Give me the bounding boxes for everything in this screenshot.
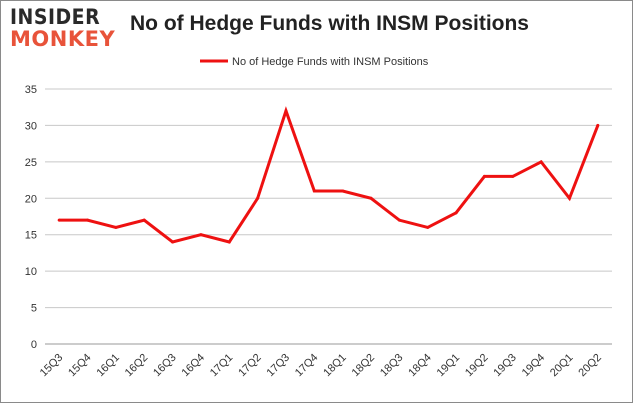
y-tick-label: 20 (25, 193, 37, 205)
x-tick-label: 17Q2 (236, 352, 264, 380)
data-point (454, 211, 458, 215)
data-point (312, 189, 316, 193)
x-tick-label: 19Q4 (520, 352, 548, 380)
series-layer (57, 106, 600, 244)
y-tick-label: 35 (25, 84, 37, 96)
data-point (426, 225, 430, 229)
data-point (567, 196, 571, 200)
gridlines (45, 88, 612, 345)
data-point (199, 233, 203, 237)
y-tick-label: 25 (25, 157, 37, 169)
y-tick-label: 30 (25, 120, 37, 132)
data-point (369, 196, 373, 200)
x-tick-label: 15Q3 (38, 352, 66, 380)
x-axis: 15Q3 15Q4 16Q1 16Q2 16Q3 16Q4 17Q1 17Q2 17Q3 17Q4… (38, 343, 612, 380)
x-tick-label: 16Q2 (123, 352, 151, 380)
y-tick-label: 15 (25, 230, 37, 242)
x-tick-label: 17Q1 (208, 352, 236, 380)
data-point (114, 225, 118, 229)
logo-line2: MONKEY (10, 27, 116, 51)
x-tick-label: 18Q1 (321, 352, 349, 380)
x-tick-label: 16Q1 (94, 352, 122, 380)
data-point (171, 240, 175, 244)
y-tick-label: 5 (31, 303, 37, 315)
insider-monkey-logo: INSIDER MONKEY (8, 5, 118, 53)
data-point (284, 109, 288, 113)
series-line (59, 106, 600, 244)
data-point (482, 174, 486, 178)
data-point (596, 123, 600, 127)
data-point (227, 240, 231, 244)
x-tick-label: 18Q2 (350, 352, 378, 380)
y-axis: 0 5 10 15 20 25 30 35 (25, 84, 37, 351)
data-point (539, 160, 543, 164)
data-point (256, 196, 260, 200)
x-tick-label: 17Q4 (293, 352, 321, 380)
data-point (86, 218, 90, 222)
y-tick-label: 10 (25, 266, 37, 278)
y-tick-label: 0 (31, 339, 37, 351)
data-point (341, 189, 345, 193)
x-tick-label: 19Q1 (435, 352, 463, 380)
data-point (57, 218, 61, 222)
x-tick-label: 20Q1 (548, 352, 576, 380)
x-tick-label: 19Q3 (491, 352, 519, 380)
data-point (397, 218, 401, 222)
legend: No of Hedge Funds with INSM Positions (200, 56, 429, 68)
x-tick-label: 19Q2 (463, 352, 491, 380)
x-tick-label: 16Q3 (151, 352, 179, 380)
x-tick-label: 17Q3 (265, 352, 293, 380)
data-point (511, 174, 515, 178)
x-tick-label: 20Q2 (576, 352, 604, 380)
data-point (142, 218, 146, 222)
x-tick-label: 15Q4 (66, 352, 94, 380)
x-tick-label: 16Q4 (180, 352, 208, 380)
chart-title: No of Hedge Funds with INSM Positions (130, 12, 529, 35)
legend-label: No of Hedge Funds with INSM Positions (232, 56, 429, 68)
logo-line1: INSIDER (10, 5, 101, 29)
x-tick-label: 18Q4 (406, 352, 434, 380)
x-tick-label: 18Q3 (378, 352, 406, 380)
